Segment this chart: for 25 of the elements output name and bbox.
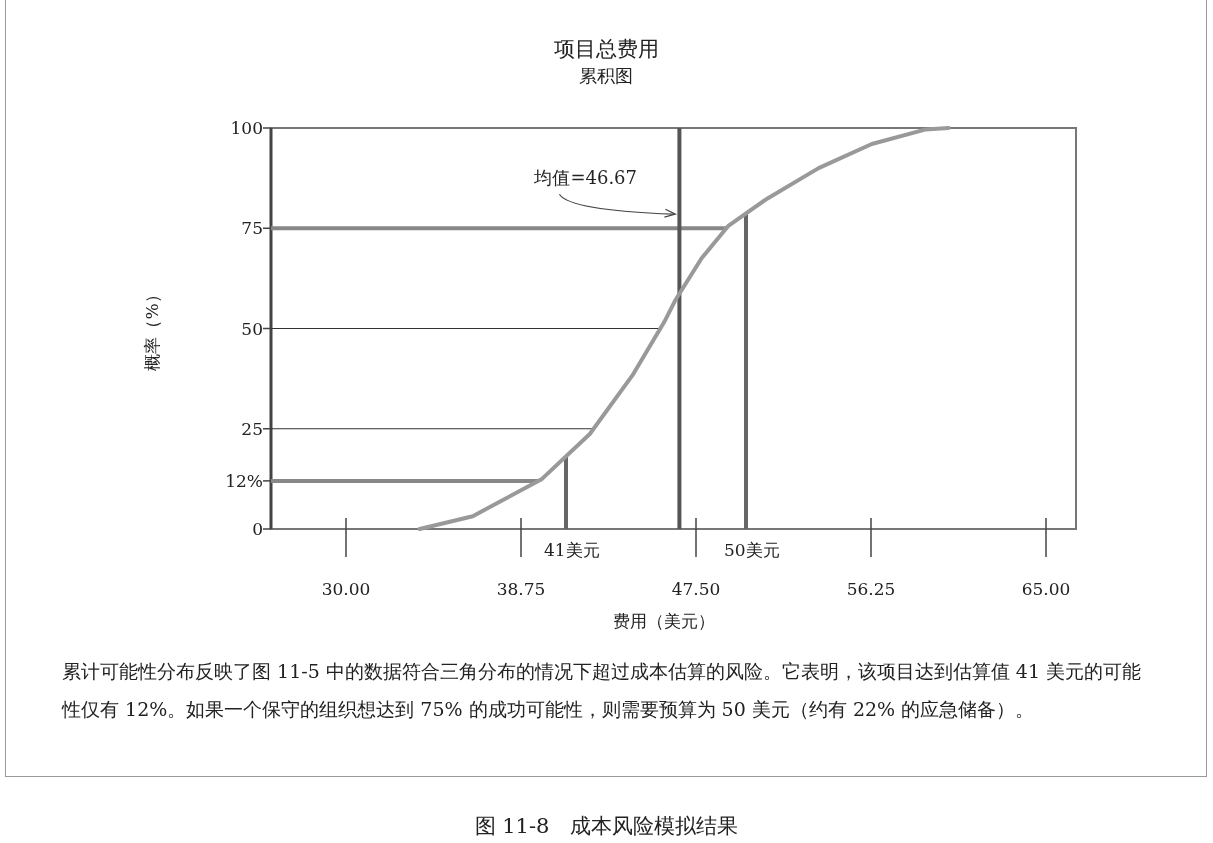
chart-title: 项目总费用 <box>553 37 659 61</box>
x-tick: 47.50 <box>671 517 721 599</box>
chart-subtitle: 累积图 <box>579 65 633 86</box>
y-tick-label: 25 <box>241 418 263 439</box>
x-tick: 65.00 <box>1021 517 1071 599</box>
y-tick-label: 12% <box>225 470 263 491</box>
x-tick-label: 65.00 <box>1021 579 1071 599</box>
caption: 图 11-8 成本风险模拟结果 <box>473 813 740 840</box>
x-tick: 56.25 <box>846 517 896 599</box>
x-axis-title: 费用（美元） <box>612 611 715 631</box>
line-series <box>417 126 951 531</box>
y-tick-label: 0 <box>252 519 263 539</box>
text: 累计可能性分布反映了图 11-5 中的数据符合三角分布的情况下超过成本估算的风险。它表明，该项目达到估算值 41 美元的可能性仅有 12%。如果一个保守的组织想达到 75% 的成功可能性，则需要预算为 50 美元（约有 22% 的应急储备）。 <box>62 659 1142 722</box>
y-tick-label: 100 <box>230 118 263 138</box>
y-tick-label: 50 <box>241 318 263 339</box>
ref-line-label: 50美元 <box>724 540 780 560</box>
x-tick-label: 38.75 <box>496 579 546 599</box>
x-tick-label: 30.00 <box>321 579 371 599</box>
x-tick-label: 56.25 <box>846 579 896 599</box>
x-tick: 30.00 <box>321 517 371 599</box>
x-tick-label: 47.50 <box>671 579 721 599</box>
annotation: 均值=46.67 <box>533 167 638 189</box>
ref-line-label: 41美元 <box>544 540 600 560</box>
y-axis-title: 概率（%） <box>142 286 162 371</box>
y-tick-label: 75 <box>241 218 263 239</box>
